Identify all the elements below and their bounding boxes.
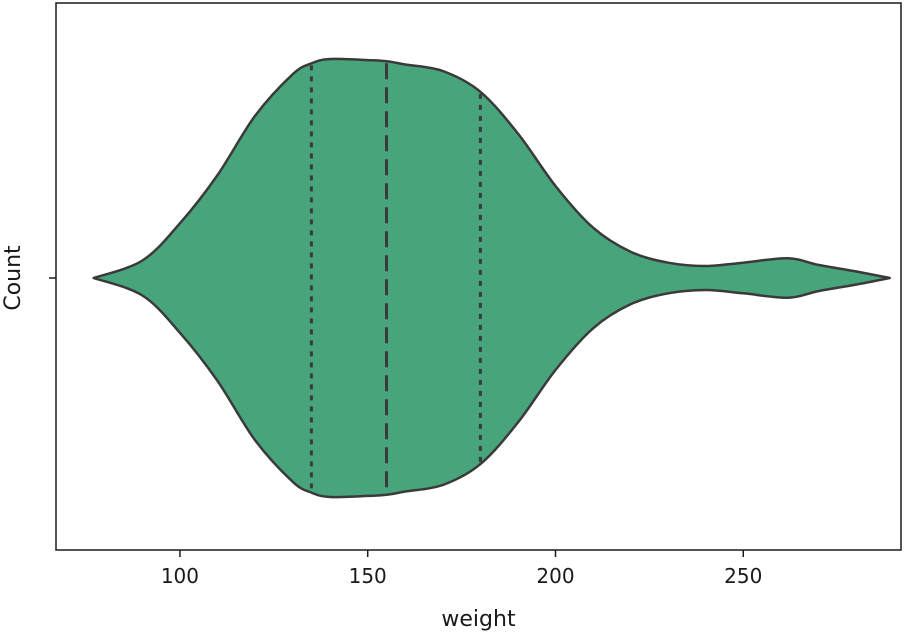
violin-layer <box>92 57 891 499</box>
x-tick-label: 150 <box>349 564 387 588</box>
plot-frame <box>55 2 902 551</box>
y-axis-label: Count <box>1 245 26 311</box>
quartile-lines <box>309 63 482 493</box>
x-axis-label: weight <box>441 607 516 632</box>
x-tick-label: 200 <box>536 564 574 588</box>
x-tick-label: 250 <box>724 564 762 588</box>
x-tick-label: 100 <box>161 564 199 588</box>
violin-body <box>92 57 891 499</box>
x-axis-ticks: 100 150 200 250 <box>161 550 762 588</box>
